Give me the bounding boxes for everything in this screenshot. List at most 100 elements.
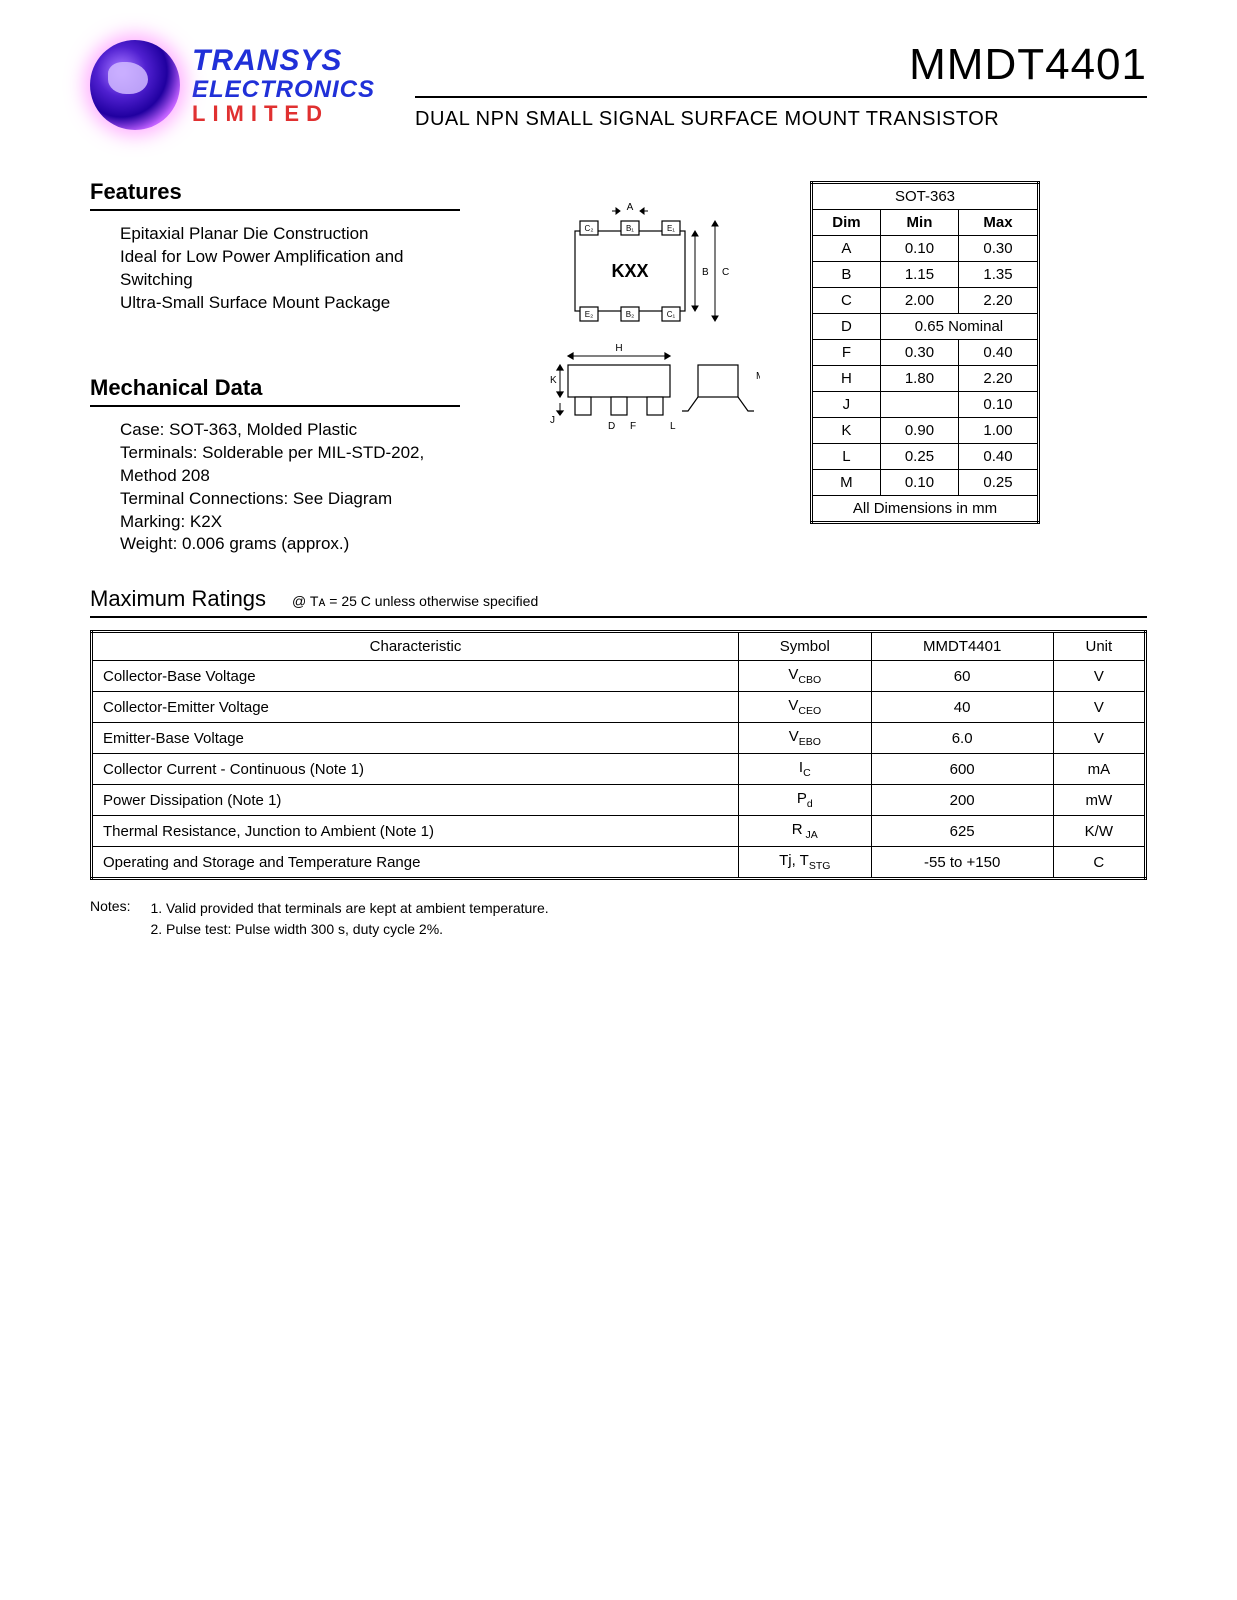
svg-text:H: H <box>615 343 622 354</box>
ratings-value: 200 <box>871 785 1053 816</box>
svg-text:KXX: KXX <box>611 261 648 281</box>
ratings-value: 60 <box>871 661 1053 692</box>
mid-row: Features Epitaxial Planar Die Constructi… <box>90 161 1147 556</box>
ratings-value: 6.0 <box>871 723 1053 754</box>
title-block: MMDT4401 DUAL NPN SMALL SIGNAL SURFACE M… <box>415 40 1147 131</box>
list-item: Weight: 0.006 grams (approx.) <box>120 533 460 556</box>
notes-body: 1. Valid provided that terminals are kep… <box>150 898 548 940</box>
list-item: Epitaxial Planar Die Construction <box>120 223 460 246</box>
dim-cell: 1.00 <box>959 418 1039 444</box>
ratings-characteristic: Collector-Base Voltage <box>92 661 739 692</box>
part-number: MMDT4401 <box>415 40 1147 90</box>
dim-cell: 1.80 <box>880 366 958 392</box>
svg-text:J: J <box>550 415 555 426</box>
dim-cell: K <box>812 418 881 444</box>
ratings-symbol: IC <box>739 754 872 785</box>
dim-cell: 1.15 <box>880 262 958 288</box>
ratings-header: Symbol <box>739 632 872 661</box>
package-svg: C₂ B₁ E₁ E₂ B₂ C₁ KXX A B C <box>520 201 760 461</box>
ratings-unit: mW <box>1053 785 1145 816</box>
globe-icon <box>90 40 180 130</box>
list-item: Ultra-Small Surface Mount Package <box>120 292 460 315</box>
dimension-table-wrap: SOT-363DimMinMaxA0.100.30B1.151.35C2.002… <box>810 161 1070 524</box>
ratings-header: Unit <box>1053 632 1145 661</box>
dim-header: Max <box>959 210 1039 236</box>
svg-text:C: C <box>722 267 729 278</box>
list-item: Terminals: Solderable per MIL-STD-202, M… <box>120 442 460 488</box>
notes: Notes: 1. Valid provided that terminals … <box>90 898 1147 940</box>
note-item: 2. Pulse test: Pulse width 300 s, duty c… <box>150 919 548 940</box>
logo-line-3: LIMITED <box>192 102 375 125</box>
ratings-symbol: VCBO <box>739 661 872 692</box>
list-item: Terminal Connections: See Diagram <box>120 488 460 511</box>
ratings-table: CharacteristicSymbolMMDT4401Unit Collect… <box>90 630 1147 880</box>
ratings-characteristic: Thermal Resistance, Junction to Ambient … <box>92 816 739 847</box>
svg-text:B₁: B₁ <box>626 224 634 233</box>
dim-cell: H <box>812 366 881 392</box>
company-logo: TRANSYS ELECTRONICS LIMITED <box>90 40 375 130</box>
list-item: Marking: K2X <box>120 511 460 534</box>
ratings-characteristic: Power Dissipation (Note 1) <box>92 785 739 816</box>
ratings-symbol: R JA <box>739 816 872 847</box>
ratings-heading: Maximum Ratings <box>90 586 266 612</box>
title-rule <box>415 96 1147 98</box>
dim-cell <box>880 392 958 418</box>
mechanical-heading: Mechanical Data <box>90 375 460 407</box>
dim-cell: 2.00 <box>880 288 958 314</box>
dim-cell: F <box>812 340 881 366</box>
ratings-unit: mA <box>1053 754 1145 785</box>
ratings-unit: K/W <box>1053 816 1145 847</box>
dim-header: Min <box>880 210 958 236</box>
ratings-symbol: VCEO <box>739 692 872 723</box>
dim-cell: C <box>812 288 881 314</box>
ratings-header: Characteristic <box>92 632 739 661</box>
ratings-symbol: Pd <box>739 785 872 816</box>
dimension-table: SOT-363DimMinMaxA0.100.30B1.151.35C2.002… <box>810 181 1040 524</box>
svg-text:K: K <box>550 375 557 386</box>
ratings-unit: C <box>1053 847 1145 879</box>
subtitle: DUAL NPN SMALL SIGNAL SURFACE MOUNT TRAN… <box>415 108 1147 131</box>
dim-cell: 2.20 <box>959 288 1039 314</box>
ratings-unit: V <box>1053 692 1145 723</box>
note-item: 1. Valid provided that terminals are kep… <box>150 898 548 919</box>
dim-cell: L <box>812 444 881 470</box>
left-column: Features Epitaxial Planar Die Constructi… <box>90 161 490 556</box>
ratings-characteristic: Emitter-Base Voltage <box>92 723 739 754</box>
dim-title: SOT-363 <box>812 183 1039 210</box>
features-body: Epitaxial Planar Die ConstructionIdeal f… <box>90 223 460 315</box>
svg-text:C₁: C₁ <box>667 310 676 319</box>
dim-cell: M <box>812 470 881 496</box>
features-heading: Features <box>90 179 460 211</box>
svg-text:B₂: B₂ <box>626 310 634 319</box>
dim-cell: 0.10 <box>880 470 958 496</box>
svg-text:F: F <box>630 421 636 432</box>
svg-text:D: D <box>608 421 615 432</box>
dim-cell: 0.30 <box>959 236 1039 262</box>
dim-cell: 0.25 <box>959 470 1039 496</box>
dim-cell: 0.25 <box>880 444 958 470</box>
package-diagram: C₂ B₁ E₁ E₂ B₂ C₁ KXX A B C <box>520 161 780 466</box>
ratings-symbol: Tj, TSTG <box>739 847 872 879</box>
svg-text:L: L <box>670 421 676 432</box>
dim-cell: 0.90 <box>880 418 958 444</box>
ratings-header: MMDT4401 <box>871 632 1053 661</box>
header: TRANSYS ELECTRONICS LIMITED MMDT4401 DUA… <box>90 40 1147 131</box>
ratings-heading-row: Maximum Ratings @ Tᴀ = 25 C unless other… <box>90 586 1147 618</box>
dim-cell: B <box>812 262 881 288</box>
svg-text:M: M <box>756 371 760 382</box>
dim-cell: 0.30 <box>880 340 958 366</box>
svg-text:A: A <box>627 202 634 213</box>
dim-cell: A <box>812 236 881 262</box>
ratings-unit: V <box>1053 723 1145 754</box>
dim-cell: 0.40 <box>959 340 1039 366</box>
logo-text: TRANSYS ELECTRONICS LIMITED <box>192 45 375 125</box>
notes-label: Notes: <box>90 898 130 940</box>
dim-footer: All Dimensions in mm <box>812 496 1039 523</box>
ratings-symbol: VEBO <box>739 723 872 754</box>
dim-cell: D <box>812 314 881 340</box>
ratings-value: -55 to +150 <box>871 847 1053 879</box>
dim-cell: 0.10 <box>880 236 958 262</box>
dim-cell: 2.20 <box>959 366 1039 392</box>
svg-text:B: B <box>702 267 709 278</box>
list-item: Case: SOT-363, Molded Plastic <box>120 419 460 442</box>
